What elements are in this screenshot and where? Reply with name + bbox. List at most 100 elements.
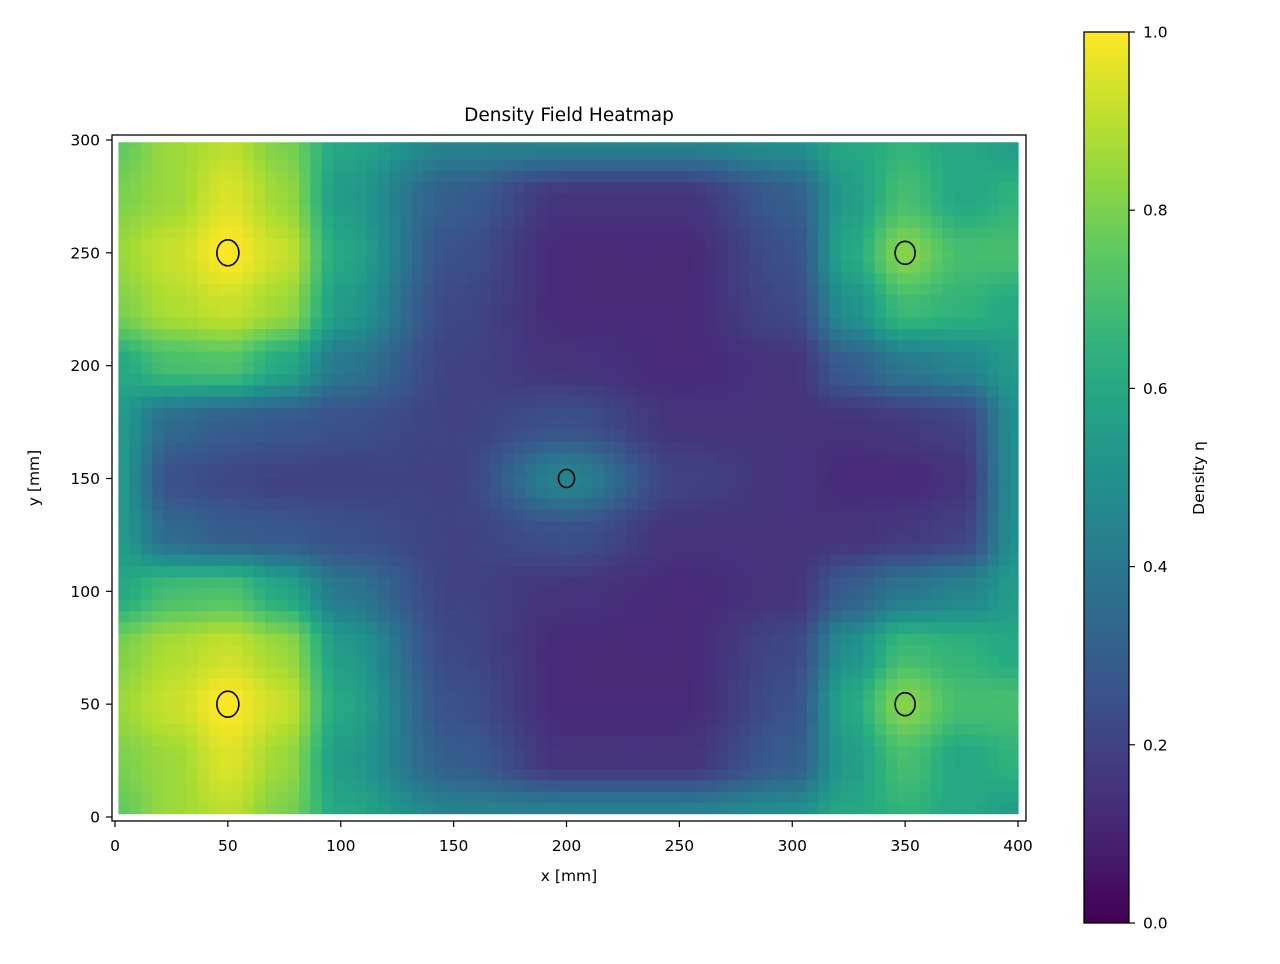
heatmap-cell — [569, 712, 582, 724]
heatmap-cell — [942, 768, 955, 781]
heatmap-cell — [592, 531, 605, 544]
heatmap-cell — [637, 238, 650, 251]
heatmap-cell — [592, 407, 605, 420]
heatmap-cell — [648, 407, 661, 420]
heatmap-cell — [829, 396, 842, 409]
heatmap-cell — [276, 531, 289, 544]
heatmap-cell — [321, 666, 334, 679]
heatmap-cell — [118, 531, 131, 544]
heatmap-cell — [953, 712, 966, 724]
heatmap-cell — [118, 441, 131, 454]
heatmap-cell — [524, 587, 537, 600]
heatmap-cell — [321, 791, 334, 803]
heatmap-cell — [1010, 317, 1019, 330]
heatmap-cell — [389, 565, 402, 578]
heatmap-cell — [660, 779, 673, 792]
heatmap-cell — [569, 159, 582, 172]
heatmap-cell — [242, 441, 255, 454]
heatmap-cell — [423, 531, 436, 544]
heatmap-cell — [592, 508, 605, 521]
heatmap-cell — [919, 689, 932, 702]
heatmap-cell — [931, 328, 943, 341]
heatmap-cell — [434, 791, 447, 803]
heatmap-cell — [129, 142, 142, 149]
heatmap-cell — [671, 238, 684, 251]
heatmap-cell — [942, 802, 955, 815]
heatmap-cell — [140, 362, 153, 375]
heatmap-cell — [761, 678, 774, 691]
heatmap-cell — [186, 170, 198, 183]
heatmap-cell — [908, 554, 921, 566]
heatmap-cell — [761, 463, 774, 476]
heatmap-cell — [129, 587, 142, 600]
heatmap-cell — [490, 565, 503, 578]
heatmap-cell — [321, 452, 334, 465]
heatmap-cell — [310, 768, 323, 781]
heatmap-cell — [660, 328, 673, 341]
heatmap-cell — [129, 531, 142, 544]
heatmap-cell — [829, 520, 842, 533]
heatmap-cell — [795, 700, 808, 713]
heatmap-cell — [344, 644, 357, 657]
heatmap-cell — [140, 339, 153, 352]
heatmap-cell — [186, 294, 198, 307]
heatmap-cell — [626, 644, 639, 657]
heatmap-cell — [852, 531, 864, 544]
heatmap-cell — [818, 734, 831, 747]
heatmap-cell — [513, 655, 526, 668]
heatmap-cell — [344, 554, 357, 566]
heatmap-cell — [411, 666, 424, 679]
heatmap-cell — [761, 373, 774, 386]
heatmap-cell — [479, 170, 492, 183]
heatmap-cell — [818, 193, 831, 205]
heatmap-cell — [547, 700, 560, 713]
heatmap-cell — [919, 142, 932, 149]
heatmap-cell — [852, 317, 864, 330]
heatmap-cell — [310, 260, 323, 273]
heatmap-cell — [490, 542, 503, 555]
heatmap-cell — [547, 294, 560, 307]
heatmap-cell — [615, 170, 627, 183]
heatmap-cell — [502, 689, 515, 702]
heatmap-cell — [603, 260, 616, 273]
heatmap-cell — [355, 441, 368, 454]
heatmap-cell — [287, 610, 300, 623]
heatmap-cell — [908, 520, 921, 533]
heatmap-cell — [287, 621, 300, 634]
heatmap-cell — [840, 294, 853, 307]
heatmap-cell — [874, 734, 887, 747]
heatmap-cell — [332, 779, 345, 792]
heatmap-cell — [908, 565, 921, 578]
heatmap-cell — [366, 599, 379, 612]
heatmap-cell — [806, 339, 819, 352]
heatmap-cell — [987, 418, 1000, 431]
heatmap-cell — [174, 272, 187, 284]
heatmap-cell — [298, 159, 311, 172]
heatmap-cell — [784, 339, 797, 352]
heatmap-cell — [694, 362, 706, 375]
heatmap-cell — [942, 587, 955, 600]
heatmap-cell — [377, 678, 390, 691]
heatmap-cell — [863, 565, 876, 578]
heatmap-cell — [265, 418, 278, 431]
heatmap-cell — [716, 272, 729, 284]
heatmap-cell — [411, 396, 424, 409]
heatmap-cell — [942, 238, 955, 251]
heatmap-cell — [524, 373, 537, 386]
heatmap-cell — [694, 520, 706, 533]
heatmap-cell — [536, 226, 548, 239]
heatmap-cell — [140, 142, 153, 149]
heatmap-cell — [795, 328, 808, 341]
heatmap-cell — [818, 147, 831, 160]
heatmap-cell — [727, 441, 740, 454]
heatmap-cell — [976, 339, 989, 352]
heatmap-cell — [660, 159, 673, 172]
heatmap-cell — [626, 260, 639, 273]
heatmap-cell — [942, 170, 955, 183]
heatmap-cell — [197, 215, 210, 228]
heatmap-cell — [581, 193, 594, 205]
heatmap-cell — [806, 486, 819, 499]
heatmap-cell — [626, 181, 639, 194]
heatmap-cell — [976, 791, 989, 803]
heatmap-cell — [964, 350, 977, 363]
